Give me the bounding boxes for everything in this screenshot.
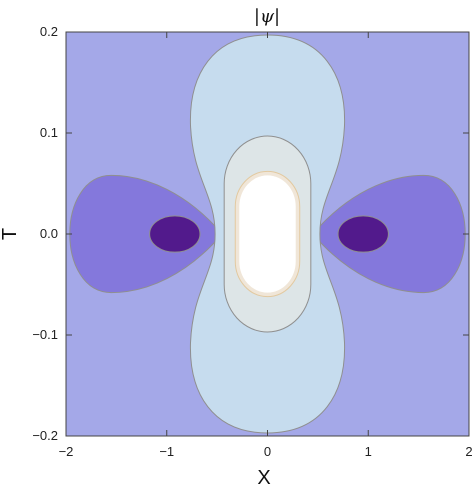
- y-tick-label: 0.1: [40, 125, 58, 140]
- y-axis-title: T: [0, 228, 21, 240]
- right-dip-contour: [337, 215, 389, 253]
- peak-contour-level-4: [239, 175, 296, 293]
- x-tick-label: 2: [465, 444, 472, 459]
- x-tick-label: −2: [59, 444, 74, 459]
- x-axis-ticks: −2 −1 0 1 2: [59, 32, 473, 459]
- x-tick-label: 0: [264, 444, 271, 459]
- contour-area: [66, 32, 469, 436]
- x-tick-label: 1: [365, 444, 372, 459]
- y-tick-label: −0.1: [32, 327, 58, 342]
- left-dip-contour: [149, 215, 201, 253]
- y-tick-label: 0.0: [40, 226, 58, 241]
- x-tick-label: −1: [159, 444, 174, 459]
- y-tick-label: −0.2: [32, 428, 58, 443]
- plot-title: |ψ|: [254, 6, 280, 27]
- x-axis-title: X: [257, 467, 270, 488]
- y-tick-label: 0.2: [40, 24, 58, 39]
- y-axis-ticks: −0.2 −0.1 0.0 0.1 0.2: [32, 24, 469, 443]
